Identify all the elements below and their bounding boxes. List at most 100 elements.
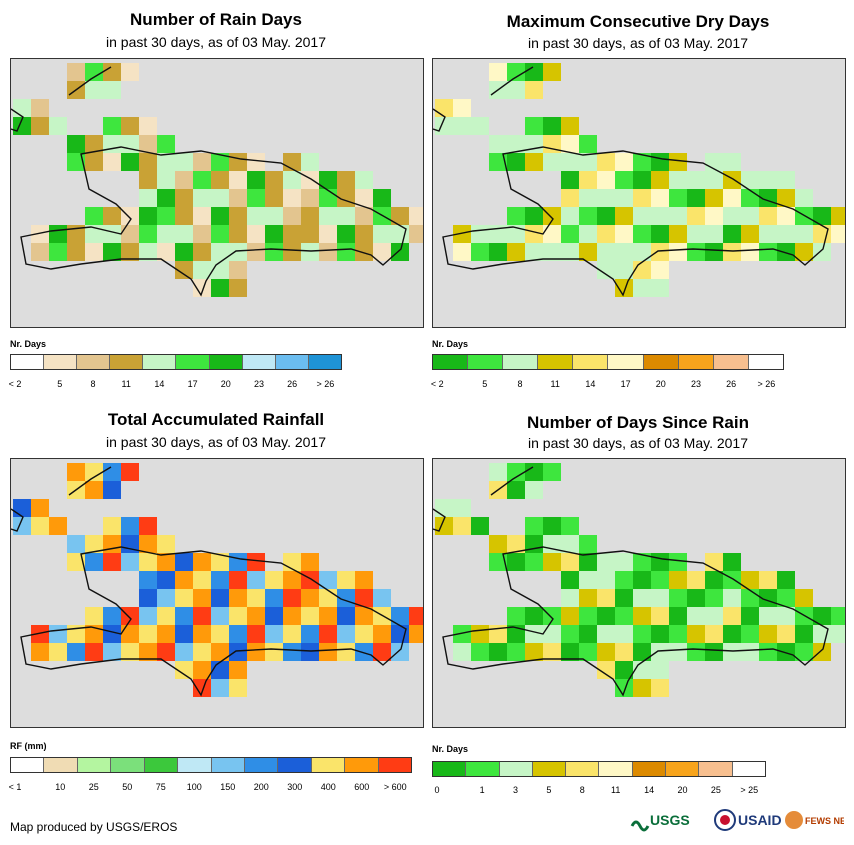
grid-cell [489,463,507,481]
grid-cell [579,535,597,553]
grid-cell [615,243,633,261]
grid-cell [723,589,741,607]
grid-cell [337,571,355,589]
legend-label: 400 [320,782,336,792]
grid-cell [85,81,103,99]
legend-label: 14 [585,379,596,389]
grid-cell [489,153,507,171]
grid-cell [687,207,705,225]
grid-cell [669,171,687,189]
grid-cell [723,625,741,643]
grid-cell [579,243,597,261]
grid-cell [525,63,543,81]
grid-cell [247,643,265,661]
grid-cell [355,243,373,261]
grid-cell [247,553,265,571]
grid-cell [319,625,337,643]
grid-cell [651,571,669,589]
grid-cell [525,607,543,625]
grid-cell [669,607,687,625]
grid-cell [543,63,561,81]
grid-cell [319,571,337,589]
grid-cell [157,643,175,661]
grid-cell [525,135,543,153]
fews-net-logo: FEWS NET [785,811,844,829]
grid-cell [157,535,175,553]
grid-cell [409,607,423,625]
grid-cell [723,225,741,243]
grid-cell [211,207,229,225]
legend-swatch [699,762,733,776]
legend-bar [10,354,342,370]
grid-cell [67,643,85,661]
grid-cell [651,553,669,571]
grid-cell [301,171,319,189]
grid-cell [121,463,139,481]
grid-cell [49,117,67,135]
grid-cell [759,571,777,589]
grid-cell [121,225,139,243]
grid-cell [525,625,543,643]
grid-cell [175,171,193,189]
legend-swatch [244,758,279,772]
grid-cell [795,243,813,261]
grid-cell [669,225,687,243]
grid-cell [157,135,175,153]
grid-cell [453,499,471,517]
legend-swatch [468,355,504,369]
grid-cell [615,589,633,607]
legend-swatch [110,355,144,369]
legend-label: 3 [512,785,519,795]
grid-cell [795,589,813,607]
legend-swatch [666,762,700,776]
grid-cell [525,243,543,261]
grid-cell [525,463,543,481]
grid-cell [615,207,633,225]
grid-cell [211,153,229,171]
map-grid [11,463,423,697]
grid-cell [247,207,265,225]
legend-label: 10 [55,782,66,792]
grid-cell [175,225,193,243]
grid-cell [633,553,651,571]
grid-cell [283,225,301,243]
grid-cell [229,589,247,607]
grid-cell [651,625,669,643]
grid-cell [337,171,355,189]
grid-cell [615,661,633,679]
grid-cell [85,481,103,499]
grid-cell [795,189,813,207]
grid-cell [633,571,651,589]
grid-cell [13,499,31,517]
grid-cell [229,553,247,571]
legend-label: 150 [220,782,236,792]
grid-cell [229,243,247,261]
grid-cell [175,625,193,643]
legend-label: 8 [517,379,523,389]
grid-cell [579,643,597,661]
grid-cell [139,589,157,607]
grid-cell [489,553,507,571]
legend-swatch [532,762,567,776]
grid-cell [85,553,103,571]
grid-cell [373,189,391,207]
grid-cell [507,153,525,171]
legend-swatch [311,758,346,772]
grid-cell [355,589,373,607]
grid-cell [561,189,579,207]
grid-cell [507,625,525,643]
grid-cell [247,243,265,261]
grid-cell [283,607,301,625]
grid-cell [813,225,831,243]
grid-cell [319,171,337,189]
grid-cell [687,171,705,189]
legend-label: 14 [154,379,165,389]
grid-cell [409,207,423,225]
grid-cell [265,643,283,661]
grid-cell [579,135,597,153]
grid-cell [373,589,391,607]
legend-swatch [732,762,765,776]
grid-cell [597,571,615,589]
grid-cell [525,117,543,135]
grid-cell [121,625,139,643]
